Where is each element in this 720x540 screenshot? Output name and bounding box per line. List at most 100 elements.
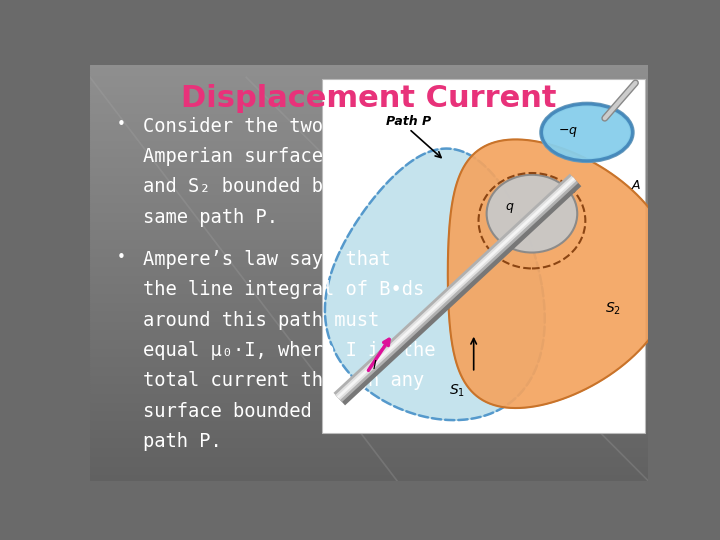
Bar — [90, 138, 648, 140]
Bar — [90, 294, 648, 295]
Bar — [90, 250, 648, 252]
Bar — [90, 248, 648, 250]
Bar — [90, 329, 648, 331]
Bar — [90, 306, 648, 308]
Bar — [90, 194, 648, 196]
Bar — [90, 258, 648, 260]
Bar — [90, 370, 648, 373]
Bar — [90, 379, 648, 381]
Bar — [90, 289, 648, 292]
Bar — [90, 362, 648, 364]
Bar — [90, 275, 648, 277]
Bar — [90, 244, 648, 246]
Bar — [90, 256, 648, 258]
Bar — [90, 238, 648, 239]
Bar — [90, 383, 648, 385]
Bar — [90, 141, 648, 144]
Bar — [90, 404, 648, 406]
Bar — [90, 292, 648, 294]
Bar — [90, 221, 648, 223]
Bar — [90, 241, 648, 244]
Bar — [90, 420, 648, 422]
Bar — [90, 119, 648, 121]
Bar — [90, 204, 648, 206]
Text: $-q$: $-q$ — [557, 125, 577, 139]
Polygon shape — [448, 139, 675, 408]
Bar — [90, 212, 648, 214]
Bar — [90, 337, 648, 339]
Bar — [90, 75, 648, 77]
Bar — [90, 298, 648, 300]
Bar — [90, 321, 648, 322]
Bar — [90, 109, 648, 111]
Bar — [90, 262, 648, 265]
Bar — [90, 252, 648, 254]
Bar — [90, 468, 648, 470]
Bar — [90, 429, 648, 431]
Text: path P.: path P. — [143, 432, 222, 451]
Bar — [90, 158, 648, 160]
Text: the line integral of B•ds: the line integral of B•ds — [143, 280, 424, 299]
Bar — [90, 260, 648, 262]
Bar — [90, 210, 648, 212]
Bar — [90, 279, 648, 281]
Bar — [90, 104, 648, 106]
Bar — [90, 148, 648, 150]
Bar — [90, 71, 648, 73]
Ellipse shape — [541, 104, 632, 160]
Bar — [90, 354, 648, 356]
Bar — [90, 168, 648, 171]
Bar — [90, 190, 648, 192]
Bar — [90, 271, 648, 273]
Text: Path P: Path P — [387, 115, 431, 129]
Bar — [90, 219, 648, 221]
Bar — [90, 381, 648, 383]
Bar — [90, 437, 648, 439]
Bar — [90, 266, 648, 268]
Bar — [90, 102, 648, 104]
Bar — [90, 92, 648, 94]
Bar — [90, 464, 648, 466]
Bar — [90, 79, 648, 82]
Bar — [90, 171, 648, 173]
Bar — [90, 352, 648, 354]
Bar — [90, 98, 648, 100]
Text: Consider the two: Consider the two — [143, 117, 323, 136]
Bar — [90, 375, 648, 377]
Bar — [90, 69, 648, 71]
Bar — [90, 77, 648, 79]
Bar — [90, 277, 648, 279]
Bar — [90, 100, 648, 102]
Bar — [90, 358, 648, 360]
Bar — [90, 395, 648, 397]
Bar — [90, 456, 648, 458]
Bar — [90, 94, 648, 96]
Bar — [90, 341, 648, 343]
Bar — [90, 346, 648, 348]
Bar — [90, 412, 648, 414]
Bar — [90, 472, 648, 474]
Bar — [90, 308, 648, 310]
Bar — [90, 441, 648, 443]
Bar — [90, 322, 648, 325]
Bar — [90, 233, 648, 235]
Bar — [90, 227, 648, 229]
Bar — [90, 187, 648, 190]
Bar — [90, 239, 648, 241]
Bar — [90, 196, 648, 198]
Bar — [90, 206, 648, 208]
Bar — [90, 410, 648, 412]
Bar — [90, 443, 648, 446]
Bar — [90, 235, 648, 238]
Bar — [90, 150, 648, 152]
Bar — [90, 177, 648, 179]
Bar — [90, 131, 648, 133]
Bar — [90, 96, 648, 98]
Bar — [90, 163, 648, 165]
Bar — [90, 111, 648, 113]
Bar — [90, 439, 648, 441]
Bar — [90, 208, 648, 210]
Bar — [90, 302, 648, 304]
Bar — [90, 422, 648, 424]
Bar — [90, 339, 648, 341]
